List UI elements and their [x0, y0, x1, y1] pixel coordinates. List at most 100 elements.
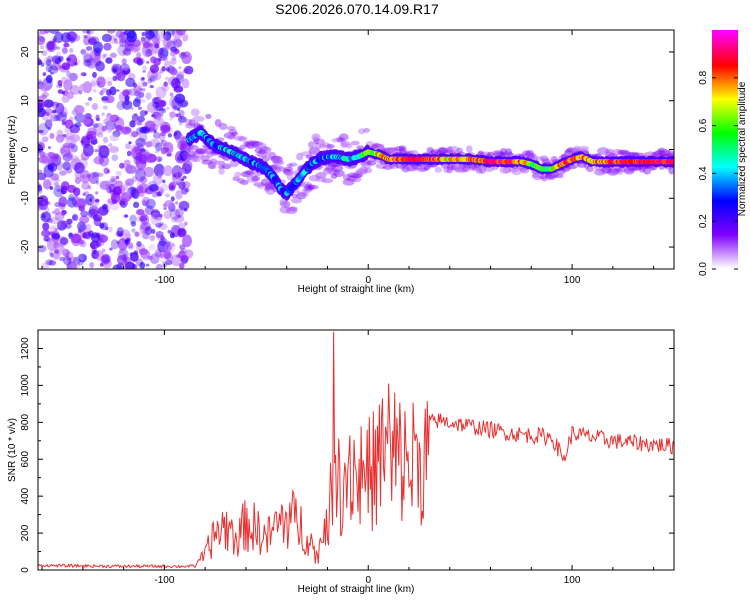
- spectrogram-ridge-halo: [201, 159, 213, 165]
- spectrogram-ridge-halo: [613, 148, 623, 156]
- spectrogram-noise-blob: [85, 223, 92, 232]
- spectrogram-ridge-halo: [508, 167, 519, 173]
- spectrogram-noise-blob: [124, 232, 130, 239]
- spectrogram-ridge-halo: [456, 147, 463, 154]
- spectrogram-ridge-halo: [426, 146, 434, 154]
- spectrogram-noise-blob: [149, 253, 160, 265]
- spectrogram-noise-blob: [146, 102, 157, 113]
- spectrogram-x-tick-label: 100: [564, 275, 581, 286]
- spectrogram-noise-blob: [184, 221, 188, 226]
- spectrogram-noise-blob: [177, 99, 189, 108]
- spectrogram-noise-blob: [92, 251, 97, 254]
- colorbar-swatch: [712, 131, 738, 135]
- colorbar-swatch: [712, 119, 738, 123]
- spectrogram-noise-blob: [86, 30, 91, 34]
- spectrogram-noise-blob: [83, 35, 88, 39]
- colorbar-swatch: [712, 157, 738, 161]
- spectrogram-noise-blob: [58, 196, 68, 208]
- spectrogram-ridge-halo: [446, 165, 454, 174]
- spectrogram-ridge-halo: [452, 165, 463, 172]
- spectrogram-noise-blob: [97, 206, 109, 216]
- colorbar-swatch: [712, 261, 738, 264]
- spectrogram-noise-blob: [44, 108, 53, 116]
- spectrogram-ridge-halo: [617, 149, 625, 155]
- colorbar-swatch: [712, 117, 738, 121]
- spectrogram-noise-blob: [50, 253, 54, 258]
- colorbar-swatch: [712, 259, 738, 262]
- spectrogram-noise-blob: [142, 41, 151, 49]
- spectrogram-noise-blob: [62, 61, 67, 67]
- spectrogram-noise-blob: [42, 222, 50, 231]
- spectrogram-ridge-halo: [471, 165, 480, 171]
- spectrogram-ridge-halo: [539, 175, 547, 180]
- spectrogram-noise-blob: [38, 57, 42, 66]
- spectrogram-x-axis-label: Height of straight line (km): [298, 284, 415, 295]
- spectrogram-ridge-halo: [597, 147, 610, 155]
- spectrogram-noise-blob: [140, 77, 145, 82]
- spectrogram-noise-blob: [80, 72, 87, 77]
- spectrogram-noise-blob: [150, 211, 162, 226]
- spectrogram-noise-blob: [149, 138, 160, 148]
- spectrogram-noise-blob: [181, 152, 191, 163]
- spectrogram-noise-blob: [176, 30, 186, 36]
- spectrogram-noise-blob: [52, 38, 57, 44]
- spectrogram-noise-blob: [38, 31, 41, 37]
- spectrogram-noise-blob: [69, 47, 74, 53]
- spectrogram-noise-blob: [99, 263, 104, 267]
- spectrogram-noise-blob: [140, 213, 147, 222]
- spectrogram-noise-blob: [138, 87, 143, 91]
- snr-y-tick-label: 0: [20, 567, 31, 573]
- spectrogram-noise-blob: [124, 261, 136, 269]
- spectrogram-noise-blob: [145, 92, 152, 100]
- spectrogram-noise-blob: [130, 221, 137, 227]
- colorbar-swatch: [712, 129, 738, 133]
- spectrogram-noise-blob: [103, 42, 112, 51]
- spectrogram-noise-blob: [164, 199, 174, 208]
- spectrogram-noise-blob: [160, 140, 164, 144]
- snr-x-tick-label: 0: [365, 575, 371, 586]
- spectrogram-noise-blob: [125, 143, 131, 150]
- spectrogram-ridge-halo: [308, 147, 321, 155]
- spectrogram-ridge-halo: [461, 165, 471, 173]
- spectrogram-noise-blob: [170, 216, 178, 223]
- spectrogram-noise-blob: [93, 122, 105, 135]
- spectrogram-ridge-halo: [617, 150, 628, 156]
- spectrogram-noise-blob: [69, 36, 76, 44]
- spectrogram-ridge-halo: [332, 169, 345, 178]
- spectrogram-noise-blob: [44, 30, 50, 34]
- spectrogram-ridge-halo: [233, 135, 246, 141]
- spectrogram-noise-blob: [181, 78, 190, 89]
- spectrogram-ridge-halo: [258, 149, 267, 155]
- spectrogram-noise-blob: [154, 33, 161, 41]
- spectrogram-noise-blob: [40, 262, 50, 269]
- spectrogram-noise-blob: [90, 242, 96, 249]
- colorbar-swatch: [712, 187, 738, 190]
- spectrogram-ridge-halo: [196, 148, 208, 154]
- spectrogram-noise-blob: [56, 236, 67, 248]
- spectrogram-noise-blob: [132, 98, 141, 108]
- spectrogram-ridge-halo: [503, 151, 514, 157]
- spectrogram-noise-blob: [97, 172, 104, 177]
- colorbar-swatch: [712, 251, 738, 254]
- spectrogram-ridge-halo: [393, 146, 405, 152]
- colorbar-swatch: [712, 63, 738, 67]
- spectrogram-noise-blob: [88, 172, 99, 184]
- spectrogram-noise-blob: [101, 53, 106, 60]
- spectrogram-noise-blob: [142, 81, 148, 87]
- spectrogram-ridge-halo: [648, 165, 656, 171]
- spectrogram-noise-blob: [97, 234, 109, 243]
- colorbar-swatch: [712, 149, 738, 153]
- spectrogram-noise-blob: [63, 79, 73, 91]
- spectrogram-noise-blob: [74, 61, 78, 66]
- spectrogram-noise-blob: [169, 208, 180, 221]
- spectrogram-ridge-halo: [358, 166, 368, 174]
- spectrogram-ridge-halo: [525, 150, 534, 157]
- colorbar-swatch: [712, 33, 738, 37]
- spectrogram-noise-blob: [114, 117, 125, 130]
- spectrogram-noise-blob: [139, 126, 148, 134]
- spectrogram-ridge-halo: [552, 172, 560, 178]
- spectrogram-ridge-halo: [375, 162, 387, 169]
- spectrogram-noise-blob: [71, 155, 80, 163]
- spectrogram-noise-blob: [107, 80, 113, 87]
- spectrogram-ridge-halo: [305, 186, 314, 192]
